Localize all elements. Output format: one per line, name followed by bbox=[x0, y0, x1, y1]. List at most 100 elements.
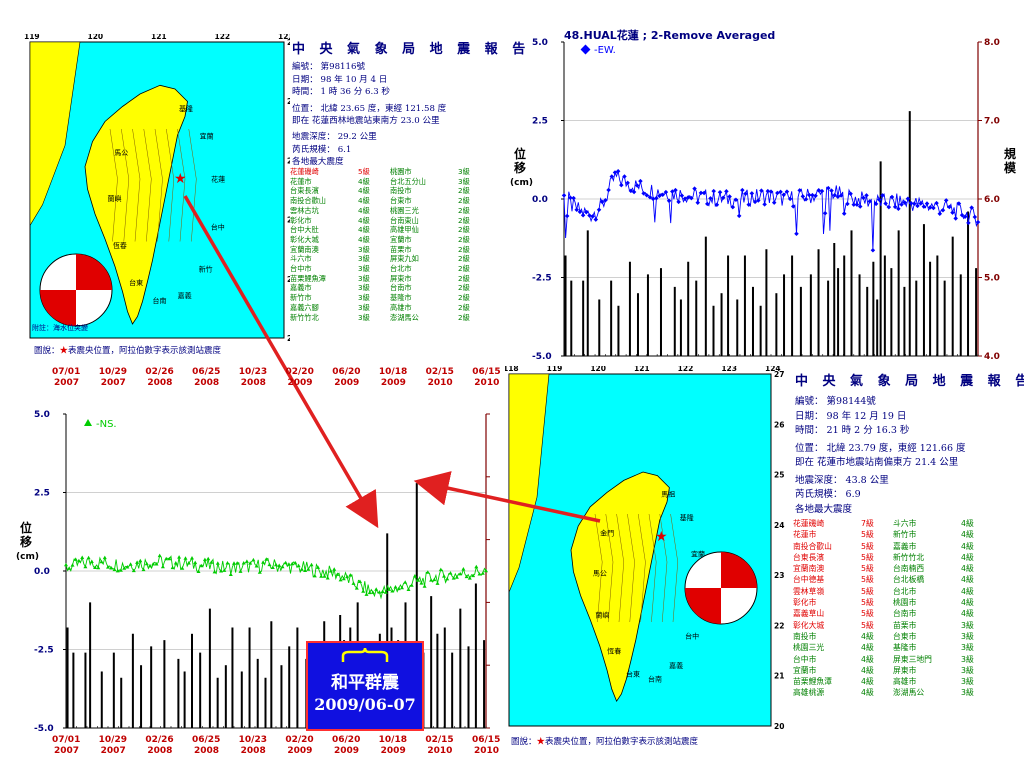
data-point bbox=[638, 178, 643, 184]
data-point bbox=[794, 231, 799, 237]
map-lat-label: 25 bbox=[287, 97, 290, 106]
map-lon-label: 118 bbox=[505, 366, 519, 373]
x-tick-label: 2007 bbox=[54, 746, 79, 756]
report-bottom-position2: 即在 花蓮市地震站南偏東方 21.4 公里 bbox=[795, 457, 959, 468]
intensity-cell: 台中市 bbox=[793, 654, 817, 664]
intensity-cell: 4級 bbox=[358, 234, 370, 244]
intensity-cell: 苗栗市 bbox=[390, 244, 412, 254]
data-point bbox=[480, 571, 485, 575]
intensity-cell: 基隆市 bbox=[893, 643, 917, 653]
intensity-cell: 新竹市 bbox=[290, 293, 312, 303]
data-point bbox=[822, 210, 828, 216]
data-point bbox=[403, 580, 408, 584]
intensity-cell: 台中市 bbox=[290, 264, 312, 274]
y-axis-label: 移 bbox=[514, 160, 526, 175]
data-point bbox=[416, 578, 421, 582]
x-tick-label: 02/26 bbox=[145, 367, 173, 377]
data-point bbox=[199, 563, 204, 568]
swarm-label-name: 和平群震 bbox=[331, 673, 399, 693]
report-bottom-position: 位置： 北緯 23.79 度，東經 121.66 度 bbox=[795, 442, 966, 454]
data-point bbox=[235, 561, 240, 565]
map-lat-label: 26 bbox=[287, 38, 290, 47]
data-point bbox=[241, 561, 246, 565]
data-point bbox=[390, 589, 395, 593]
map-place-label: 宜蘭 bbox=[200, 131, 214, 140]
map-place-label: 恆春 bbox=[113, 241, 127, 250]
county-boundary bbox=[594, 513, 603, 623]
data-point bbox=[584, 209, 589, 215]
y2-tick-label: 4.0 bbox=[984, 352, 1000, 362]
data-point bbox=[711, 188, 716, 194]
map-place-label: 馬公 bbox=[114, 149, 128, 157]
report-bottom-text: 中 央 氣 象 局 地 震 報 告 編號： 第98144號 日期： 98 年 1… bbox=[795, 370, 1024, 517]
x-tick-label: 02/15 bbox=[425, 735, 453, 745]
map-place-label: 金門 bbox=[600, 528, 614, 537]
intensity-row: 斗六市 3級 屏東九如 2級 bbox=[290, 254, 478, 264]
x-tick-label: 2007 bbox=[101, 746, 126, 756]
data-point bbox=[186, 561, 191, 565]
star-icon: ★ bbox=[59, 346, 69, 356]
x-tick-label: 06/20 bbox=[332, 735, 360, 745]
intensity-cell: 2級 bbox=[458, 293, 470, 303]
x-tick-label: 2010 bbox=[427, 746, 452, 756]
intensity-cell: 4級 bbox=[961, 575, 974, 585]
intensity-cell: 花蓮磯崎 bbox=[290, 167, 319, 176]
y-axis-unit: (cm) bbox=[510, 178, 533, 188]
data-point bbox=[432, 577, 437, 582]
intensity-cell: 4級 bbox=[961, 530, 974, 540]
intensity-row: 彰化市 5級 桃園市 4級 bbox=[793, 597, 981, 608]
data-point bbox=[106, 565, 110, 569]
intensity-cell: 桃園市 bbox=[390, 167, 412, 176]
ew-chart-title: 48.HUAL花蓮 ; 2-Remove Averaged bbox=[564, 28, 775, 42]
taiwan-island bbox=[84, 84, 188, 325]
data-point bbox=[854, 202, 860, 207]
intensity-cell: 3級 bbox=[358, 283, 370, 293]
data-point bbox=[596, 207, 602, 212]
data-point bbox=[768, 189, 774, 194]
intensity-cell: 2級 bbox=[458, 196, 470, 206]
focal-mechanism-quadrant bbox=[685, 588, 721, 624]
data-point bbox=[619, 182, 624, 188]
data-point bbox=[937, 211, 943, 217]
intensity-cell: 4級 bbox=[861, 631, 874, 641]
intensity-cell: 2級 bbox=[458, 273, 470, 283]
intensity-cell: 苗栗鯉魚潭 bbox=[290, 273, 326, 283]
intensity-row: 台東長濱 5級 新竹竹北 4級 bbox=[793, 552, 981, 563]
data-point bbox=[277, 563, 282, 567]
data-point bbox=[215, 561, 220, 565]
report-bottom-intensity-header: 各地最大震度 bbox=[795, 503, 853, 515]
x-tick-label: 06/20 bbox=[332, 367, 360, 377]
data-point bbox=[151, 562, 156, 566]
intensity-cell: 彰化市 bbox=[290, 215, 312, 225]
data-point bbox=[396, 586, 401, 591]
data-point bbox=[332, 567, 337, 571]
data-point bbox=[232, 561, 236, 565]
data-point bbox=[471, 573, 476, 578]
data-point bbox=[953, 216, 958, 221]
data-point bbox=[248, 561, 253, 565]
data-point bbox=[351, 581, 356, 585]
data-point bbox=[128, 562, 133, 566]
intensity-cell: 花蓮市 bbox=[290, 176, 312, 186]
intensity-cell: 斗六市 bbox=[893, 519, 917, 528]
intensity-cell: 2級 bbox=[458, 225, 470, 235]
intensity-cell: 南投市 bbox=[390, 186, 412, 196]
data-point bbox=[370, 590, 375, 594]
county-boundary bbox=[637, 513, 646, 623]
data-point bbox=[587, 213, 592, 218]
map-lat-label: 21 bbox=[774, 672, 784, 681]
data-point bbox=[425, 570, 430, 574]
intensity-cell: 4級 bbox=[961, 598, 974, 608]
intensity-cell: 南投合歡山 bbox=[793, 541, 832, 551]
intensity-cell: 高雄市 bbox=[390, 302, 412, 312]
map-lat-label: 22 bbox=[774, 621, 784, 630]
data-point bbox=[225, 561, 230, 565]
county-boundary bbox=[154, 128, 163, 242]
intensity-cell: 7級 bbox=[861, 519, 874, 528]
intensity-cell: 4級 bbox=[358, 225, 370, 235]
map-lon-label: 119 bbox=[547, 366, 563, 373]
data-point bbox=[966, 220, 971, 226]
data-point bbox=[322, 574, 327, 578]
map-place-label: 蘭嶼 bbox=[595, 611, 609, 620]
legend-label: -NS. bbox=[96, 419, 117, 430]
